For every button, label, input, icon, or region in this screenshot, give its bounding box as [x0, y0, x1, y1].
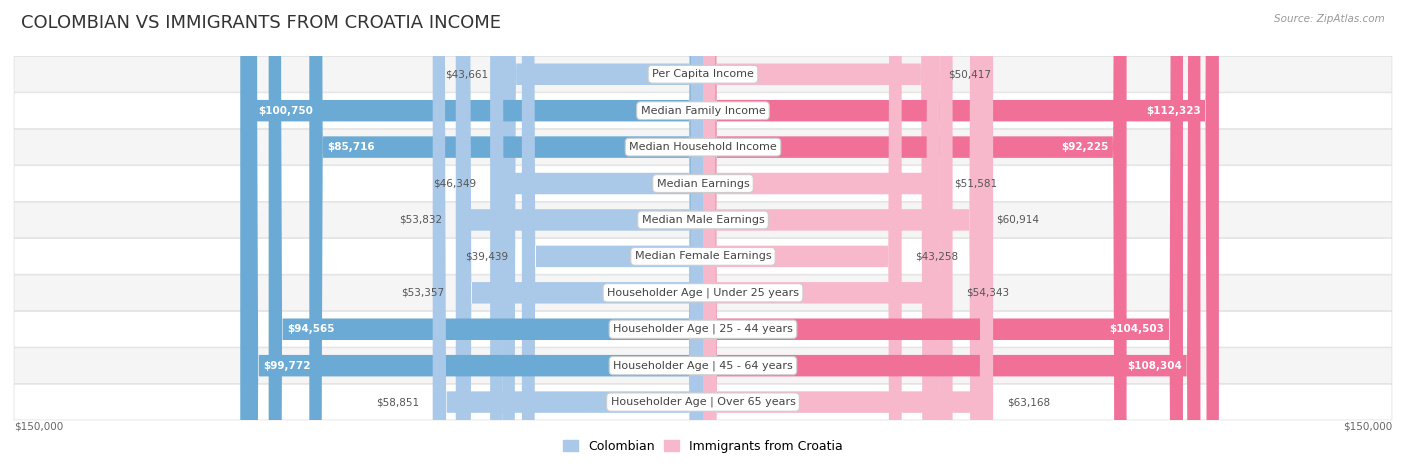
- FancyBboxPatch shape: [240, 0, 703, 467]
- Legend: Colombian, Immigrants from Croatia: Colombian, Immigrants from Croatia: [558, 435, 848, 458]
- Text: $53,832: $53,832: [399, 215, 441, 225]
- FancyBboxPatch shape: [14, 57, 1392, 92]
- FancyBboxPatch shape: [502, 0, 703, 467]
- FancyBboxPatch shape: [14, 239, 1392, 274]
- Text: $94,565: $94,565: [287, 324, 335, 334]
- Text: $112,323: $112,323: [1146, 106, 1201, 116]
- Text: Median Family Income: Median Family Income: [641, 106, 765, 116]
- Text: $150,000: $150,000: [14, 421, 63, 431]
- FancyBboxPatch shape: [703, 0, 1219, 467]
- FancyBboxPatch shape: [703, 0, 939, 467]
- Text: $51,581: $51,581: [953, 178, 997, 189]
- FancyBboxPatch shape: [309, 0, 703, 467]
- FancyBboxPatch shape: [703, 0, 935, 467]
- FancyBboxPatch shape: [456, 0, 703, 467]
- Text: $60,914: $60,914: [997, 215, 1039, 225]
- Text: Householder Age | Under 25 years: Householder Age | Under 25 years: [607, 288, 799, 298]
- FancyBboxPatch shape: [433, 0, 703, 467]
- FancyBboxPatch shape: [14, 384, 1392, 420]
- FancyBboxPatch shape: [269, 0, 703, 467]
- FancyBboxPatch shape: [14, 348, 1392, 383]
- FancyBboxPatch shape: [14, 166, 1392, 201]
- Text: $100,750: $100,750: [259, 106, 314, 116]
- Text: $108,304: $108,304: [1128, 361, 1182, 371]
- FancyBboxPatch shape: [522, 0, 703, 467]
- Text: $43,661: $43,661: [446, 69, 489, 79]
- FancyBboxPatch shape: [703, 0, 901, 467]
- Text: $150,000: $150,000: [1343, 421, 1392, 431]
- FancyBboxPatch shape: [458, 0, 703, 467]
- Text: $53,357: $53,357: [401, 288, 444, 298]
- FancyBboxPatch shape: [491, 0, 703, 467]
- Text: Median Female Earnings: Median Female Earnings: [634, 251, 772, 262]
- FancyBboxPatch shape: [703, 0, 1126, 467]
- Text: Per Capita Income: Per Capita Income: [652, 69, 754, 79]
- FancyBboxPatch shape: [14, 129, 1392, 165]
- FancyBboxPatch shape: [703, 0, 953, 467]
- Text: $63,168: $63,168: [1007, 397, 1050, 407]
- Text: COLOMBIAN VS IMMIGRANTS FROM CROATIA INCOME: COLOMBIAN VS IMMIGRANTS FROM CROATIA INC…: [21, 14, 501, 32]
- Text: Householder Age | Over 65 years: Householder Age | Over 65 years: [610, 397, 796, 407]
- Text: $46,349: $46,349: [433, 178, 477, 189]
- Text: $58,851: $58,851: [375, 397, 419, 407]
- FancyBboxPatch shape: [703, 0, 983, 467]
- Text: $54,343: $54,343: [966, 288, 1010, 298]
- Text: Householder Age | 45 - 64 years: Householder Age | 45 - 64 years: [613, 361, 793, 371]
- Text: Householder Age | 25 - 44 years: Householder Age | 25 - 44 years: [613, 324, 793, 334]
- FancyBboxPatch shape: [14, 275, 1392, 311]
- Text: Median Earnings: Median Earnings: [657, 178, 749, 189]
- FancyBboxPatch shape: [14, 93, 1392, 128]
- Text: $104,503: $104,503: [1109, 324, 1164, 334]
- Text: $99,772: $99,772: [263, 361, 311, 371]
- Text: $39,439: $39,439: [465, 251, 508, 262]
- Text: $50,417: $50,417: [948, 69, 991, 79]
- Text: $85,716: $85,716: [328, 142, 375, 152]
- FancyBboxPatch shape: [703, 0, 1201, 467]
- FancyBboxPatch shape: [703, 0, 1182, 467]
- Text: $92,225: $92,225: [1062, 142, 1108, 152]
- Text: Median Household Income: Median Household Income: [628, 142, 778, 152]
- Text: Source: ZipAtlas.com: Source: ZipAtlas.com: [1274, 14, 1385, 24]
- FancyBboxPatch shape: [703, 0, 993, 467]
- Text: Median Male Earnings: Median Male Earnings: [641, 215, 765, 225]
- Text: $43,258: $43,258: [915, 251, 959, 262]
- FancyBboxPatch shape: [14, 202, 1392, 238]
- FancyBboxPatch shape: [245, 0, 703, 467]
- FancyBboxPatch shape: [14, 311, 1392, 347]
